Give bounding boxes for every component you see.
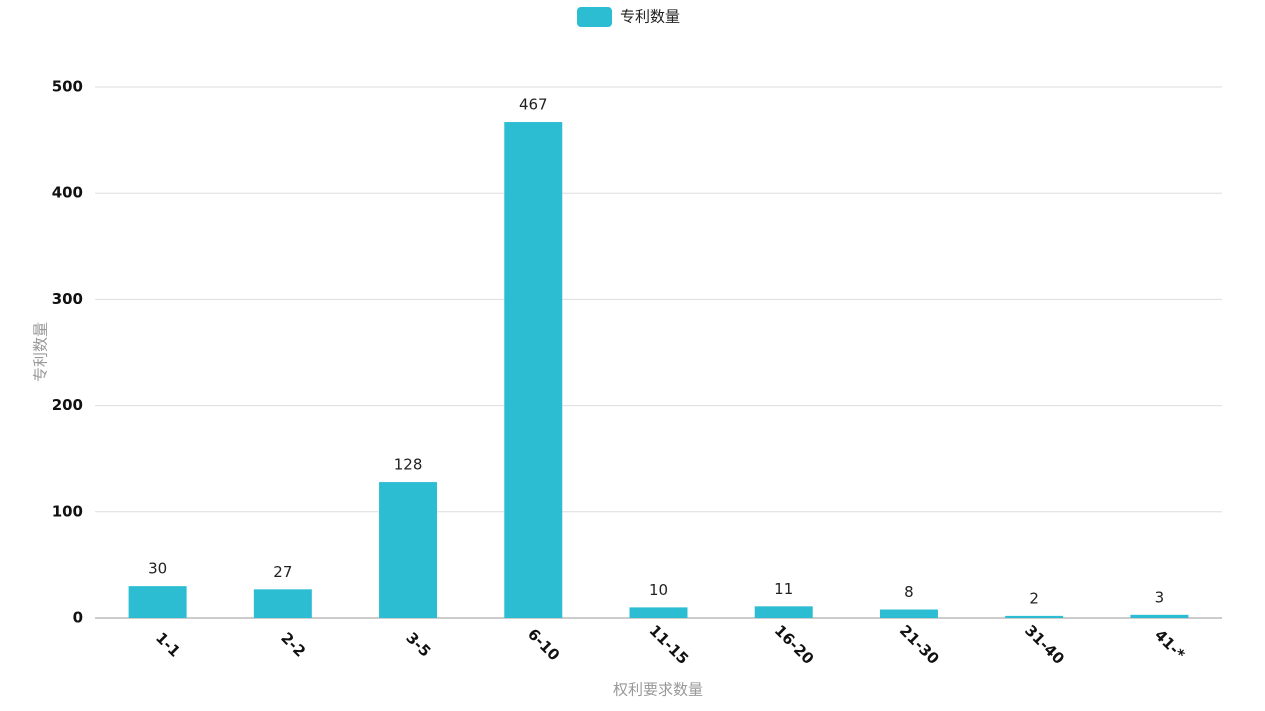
bar [879, 609, 938, 618]
value-label: 10 [649, 581, 668, 599]
bar [128, 586, 187, 618]
x-tick-label: 1-1 [152, 629, 184, 661]
legend-label: 专利数量 [620, 8, 680, 26]
x-tick-label: 21-30 [896, 621, 943, 668]
bar [629, 607, 688, 618]
x-tick-label: 31-40 [1021, 621, 1068, 668]
x-axis-title: 权利要求数量 [613, 681, 703, 699]
y-axis-title: 专利数量 [32, 322, 50, 382]
y-tick-label: 0 [73, 609, 83, 627]
bar [253, 589, 312, 618]
y-tick-label: 200 [52, 396, 83, 414]
x-tick-label: 6-10 [524, 625, 563, 664]
x-tick-label: 11-15 [646, 621, 693, 668]
value-label: 8 [904, 583, 914, 601]
legend-swatch [577, 7, 612, 27]
bar [379, 482, 438, 618]
value-label: 11 [774, 580, 793, 598]
value-label: 30 [148, 560, 167, 578]
x-tick-label: 2-2 [277, 629, 309, 661]
y-tick-label: 400 [52, 184, 83, 202]
value-label: 27 [273, 563, 292, 581]
value-label: 128 [394, 456, 423, 474]
value-label: 3 [1155, 588, 1165, 606]
value-label: 2 [1029, 589, 1039, 607]
bar [1130, 614, 1189, 618]
y-tick-label: 100 [52, 502, 83, 520]
x-tick-label: 3-5 [402, 629, 434, 661]
x-tick-label: 16-20 [771, 621, 818, 668]
bar [1005, 615, 1064, 618]
value-label: 467 [519, 96, 548, 114]
bar [754, 606, 813, 618]
x-tick-label: 41-* [1151, 626, 1189, 664]
y-tick-label: 300 [52, 290, 83, 308]
bar [504, 122, 563, 619]
y-tick-label: 500 [52, 78, 83, 96]
